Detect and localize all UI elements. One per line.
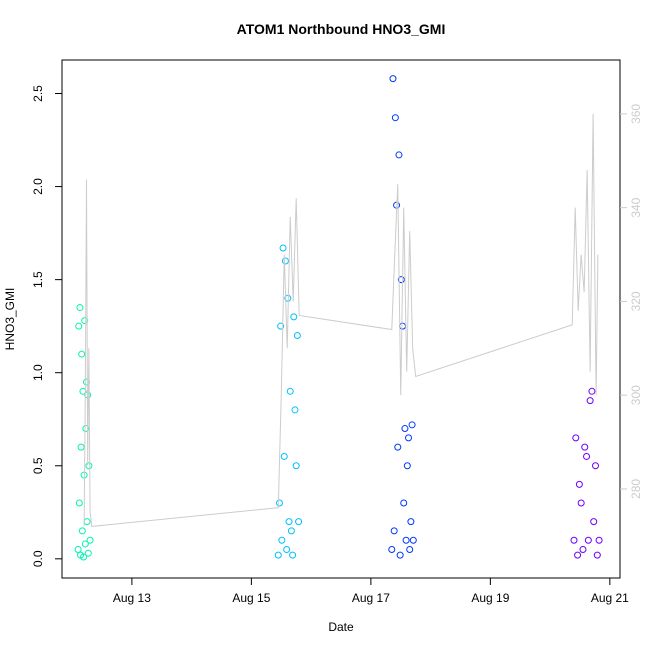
point <box>574 551 582 559</box>
point <box>292 462 300 470</box>
point <box>595 536 603 544</box>
y2-tick-label: 280 <box>629 479 643 499</box>
y2-tick-label: 320 <box>629 291 643 311</box>
point <box>403 462 411 470</box>
point <box>394 443 402 451</box>
point <box>409 536 417 544</box>
point <box>579 546 587 554</box>
point <box>590 518 598 526</box>
point <box>82 425 90 433</box>
point <box>408 421 416 429</box>
point <box>75 322 83 330</box>
point <box>395 151 403 159</box>
point <box>584 536 592 544</box>
point <box>583 452 591 460</box>
point <box>75 499 83 507</box>
point <box>391 114 399 122</box>
point <box>277 322 285 330</box>
y-tick-label: 1.0 <box>31 364 45 381</box>
point <box>406 546 414 554</box>
point <box>83 518 91 526</box>
point <box>74 546 82 554</box>
point <box>390 527 398 535</box>
point <box>81 540 89 548</box>
point <box>78 527 86 535</box>
x-tick-label: Aug 19 <box>471 591 509 605</box>
point <box>575 480 583 488</box>
plot-frame <box>61 59 621 579</box>
point <box>84 549 92 557</box>
point <box>570 536 578 544</box>
point <box>572 434 580 442</box>
point <box>397 276 405 284</box>
y-tick-label: 0.5 <box>31 457 45 474</box>
point <box>289 551 297 559</box>
x-tick-label: Aug 13 <box>113 591 151 605</box>
point <box>81 317 89 325</box>
x-tick-label: Aug 17 <box>352 591 390 605</box>
point <box>285 518 293 526</box>
point <box>592 462 600 470</box>
point <box>593 551 601 559</box>
point <box>287 527 295 535</box>
point <box>291 406 299 414</box>
point <box>85 462 93 470</box>
y-axis-label: HNO3_GMI <box>3 288 17 351</box>
point <box>405 434 413 442</box>
x-axis-label: Date <box>328 620 354 634</box>
point <box>388 546 396 554</box>
point <box>290 313 298 321</box>
y-tick-label: 2.5 <box>31 85 45 102</box>
point <box>407 518 415 526</box>
point <box>78 350 86 358</box>
point <box>275 499 283 507</box>
point <box>295 518 303 526</box>
point <box>400 499 408 507</box>
y-tick-label: 0.0 <box>31 550 45 567</box>
point <box>588 387 596 395</box>
point <box>399 322 407 330</box>
point <box>281 257 289 265</box>
point <box>401 425 409 433</box>
point <box>396 551 404 559</box>
y-tick-label: 2.0 <box>31 178 45 195</box>
point <box>283 546 291 554</box>
point <box>80 553 88 561</box>
line <box>83 113 599 527</box>
y2-tick-label: 300 <box>629 385 643 405</box>
y2-tick-label: 360 <box>629 104 643 124</box>
x-tick-label: Aug 21 <box>591 591 629 605</box>
point <box>279 244 287 252</box>
point <box>274 551 282 559</box>
point <box>286 387 294 395</box>
point <box>86 536 94 544</box>
point <box>402 536 410 544</box>
chart-title: ATOM1 Northbound HNO3_GMI <box>237 21 446 37</box>
point <box>278 536 286 544</box>
point <box>293 331 301 339</box>
point <box>79 387 87 395</box>
x-tick-label: Aug 15 <box>232 591 270 605</box>
point <box>577 499 585 507</box>
point <box>581 443 589 451</box>
point <box>586 397 594 405</box>
point <box>389 75 397 83</box>
y2-tick-label: 340 <box>629 197 643 217</box>
point <box>76 304 84 312</box>
point <box>77 443 85 451</box>
y-tick-label: 1.5 <box>31 271 45 288</box>
point <box>280 452 288 460</box>
